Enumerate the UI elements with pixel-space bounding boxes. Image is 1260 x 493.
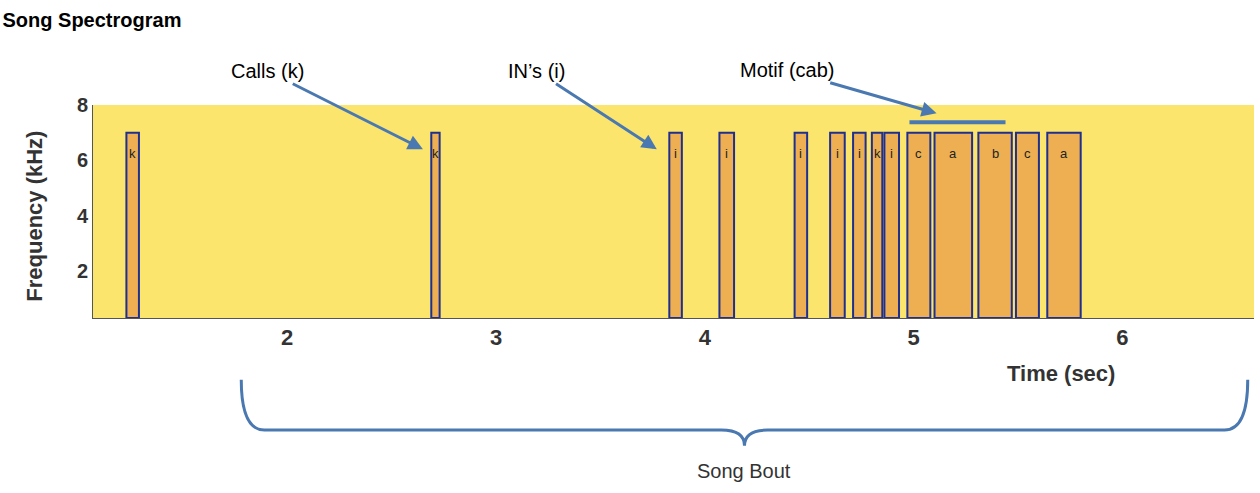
svg-text:k: k [432, 146, 439, 161]
svg-text:i: i [725, 146, 728, 161]
svg-text:c: c [915, 146, 922, 161]
svg-text:5: 5 [908, 325, 920, 350]
svg-text:i: i [836, 146, 839, 161]
svg-text:2: 2 [281, 325, 293, 350]
svg-text:2: 2 [77, 260, 88, 282]
svg-text:8: 8 [77, 94, 88, 116]
svg-text:Frequency (kHz): Frequency (kHz) [22, 131, 47, 302]
svg-text:6: 6 [77, 149, 88, 171]
svg-text:3: 3 [490, 325, 502, 350]
svg-text:k: k [874, 146, 881, 161]
svg-text:a: a [1060, 146, 1068, 161]
svg-text:4: 4 [699, 325, 712, 350]
svg-text:Song Spectrogram: Song Spectrogram [3, 9, 182, 31]
svg-text:b: b [992, 146, 999, 161]
svg-text:6: 6 [1116, 325, 1128, 350]
svg-text:Time (sec): Time (sec) [1007, 361, 1115, 386]
svg-text:c: c [1024, 146, 1031, 161]
svg-text:a: a [949, 146, 957, 161]
svg-text:Song Bout: Song Bout [697, 460, 791, 482]
svg-text:k: k [129, 146, 136, 161]
svg-text:i: i [858, 146, 861, 161]
svg-text:Motif (cab): Motif (cab) [740, 59, 834, 81]
svg-text:i: i [674, 146, 677, 161]
svg-text:Calls (k): Calls (k) [231, 60, 304, 82]
svg-text:i: i [799, 146, 802, 161]
svg-text:IN’s (i): IN’s (i) [508, 60, 565, 82]
svg-text:i: i [890, 146, 893, 161]
svg-text:4: 4 [77, 205, 89, 227]
